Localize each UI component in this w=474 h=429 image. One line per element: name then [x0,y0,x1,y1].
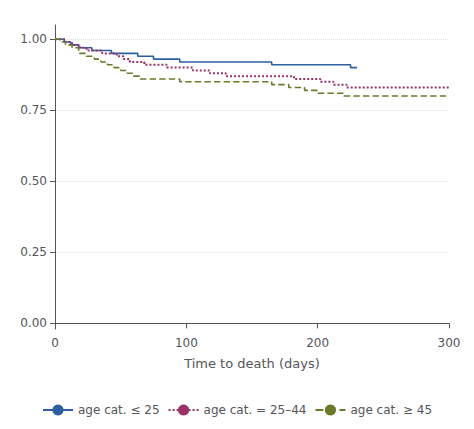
svg-text:0.00: 0.00 [20,316,47,330]
svg-text:0.50: 0.50 [20,174,47,188]
svg-text:age cat. ≥ 45: age cat. ≥ 45 [350,403,432,417]
svg-text:100: 100 [175,336,198,350]
svg-text:1.00: 1.00 [20,32,47,46]
svg-text:200: 200 [306,336,329,350]
svg-text:age cat. ≤ 25: age cat. ≤ 25 [78,403,160,417]
svg-text:Time to death (days): Time to death (days) [183,356,320,371]
svg-text:0: 0 [51,336,59,350]
svg-text:0.75: 0.75 [20,103,47,117]
svg-text:age cat. = 25–44: age cat. = 25–44 [204,403,307,417]
svg-text:300: 300 [438,336,461,350]
svg-text:0.25: 0.25 [20,245,47,259]
